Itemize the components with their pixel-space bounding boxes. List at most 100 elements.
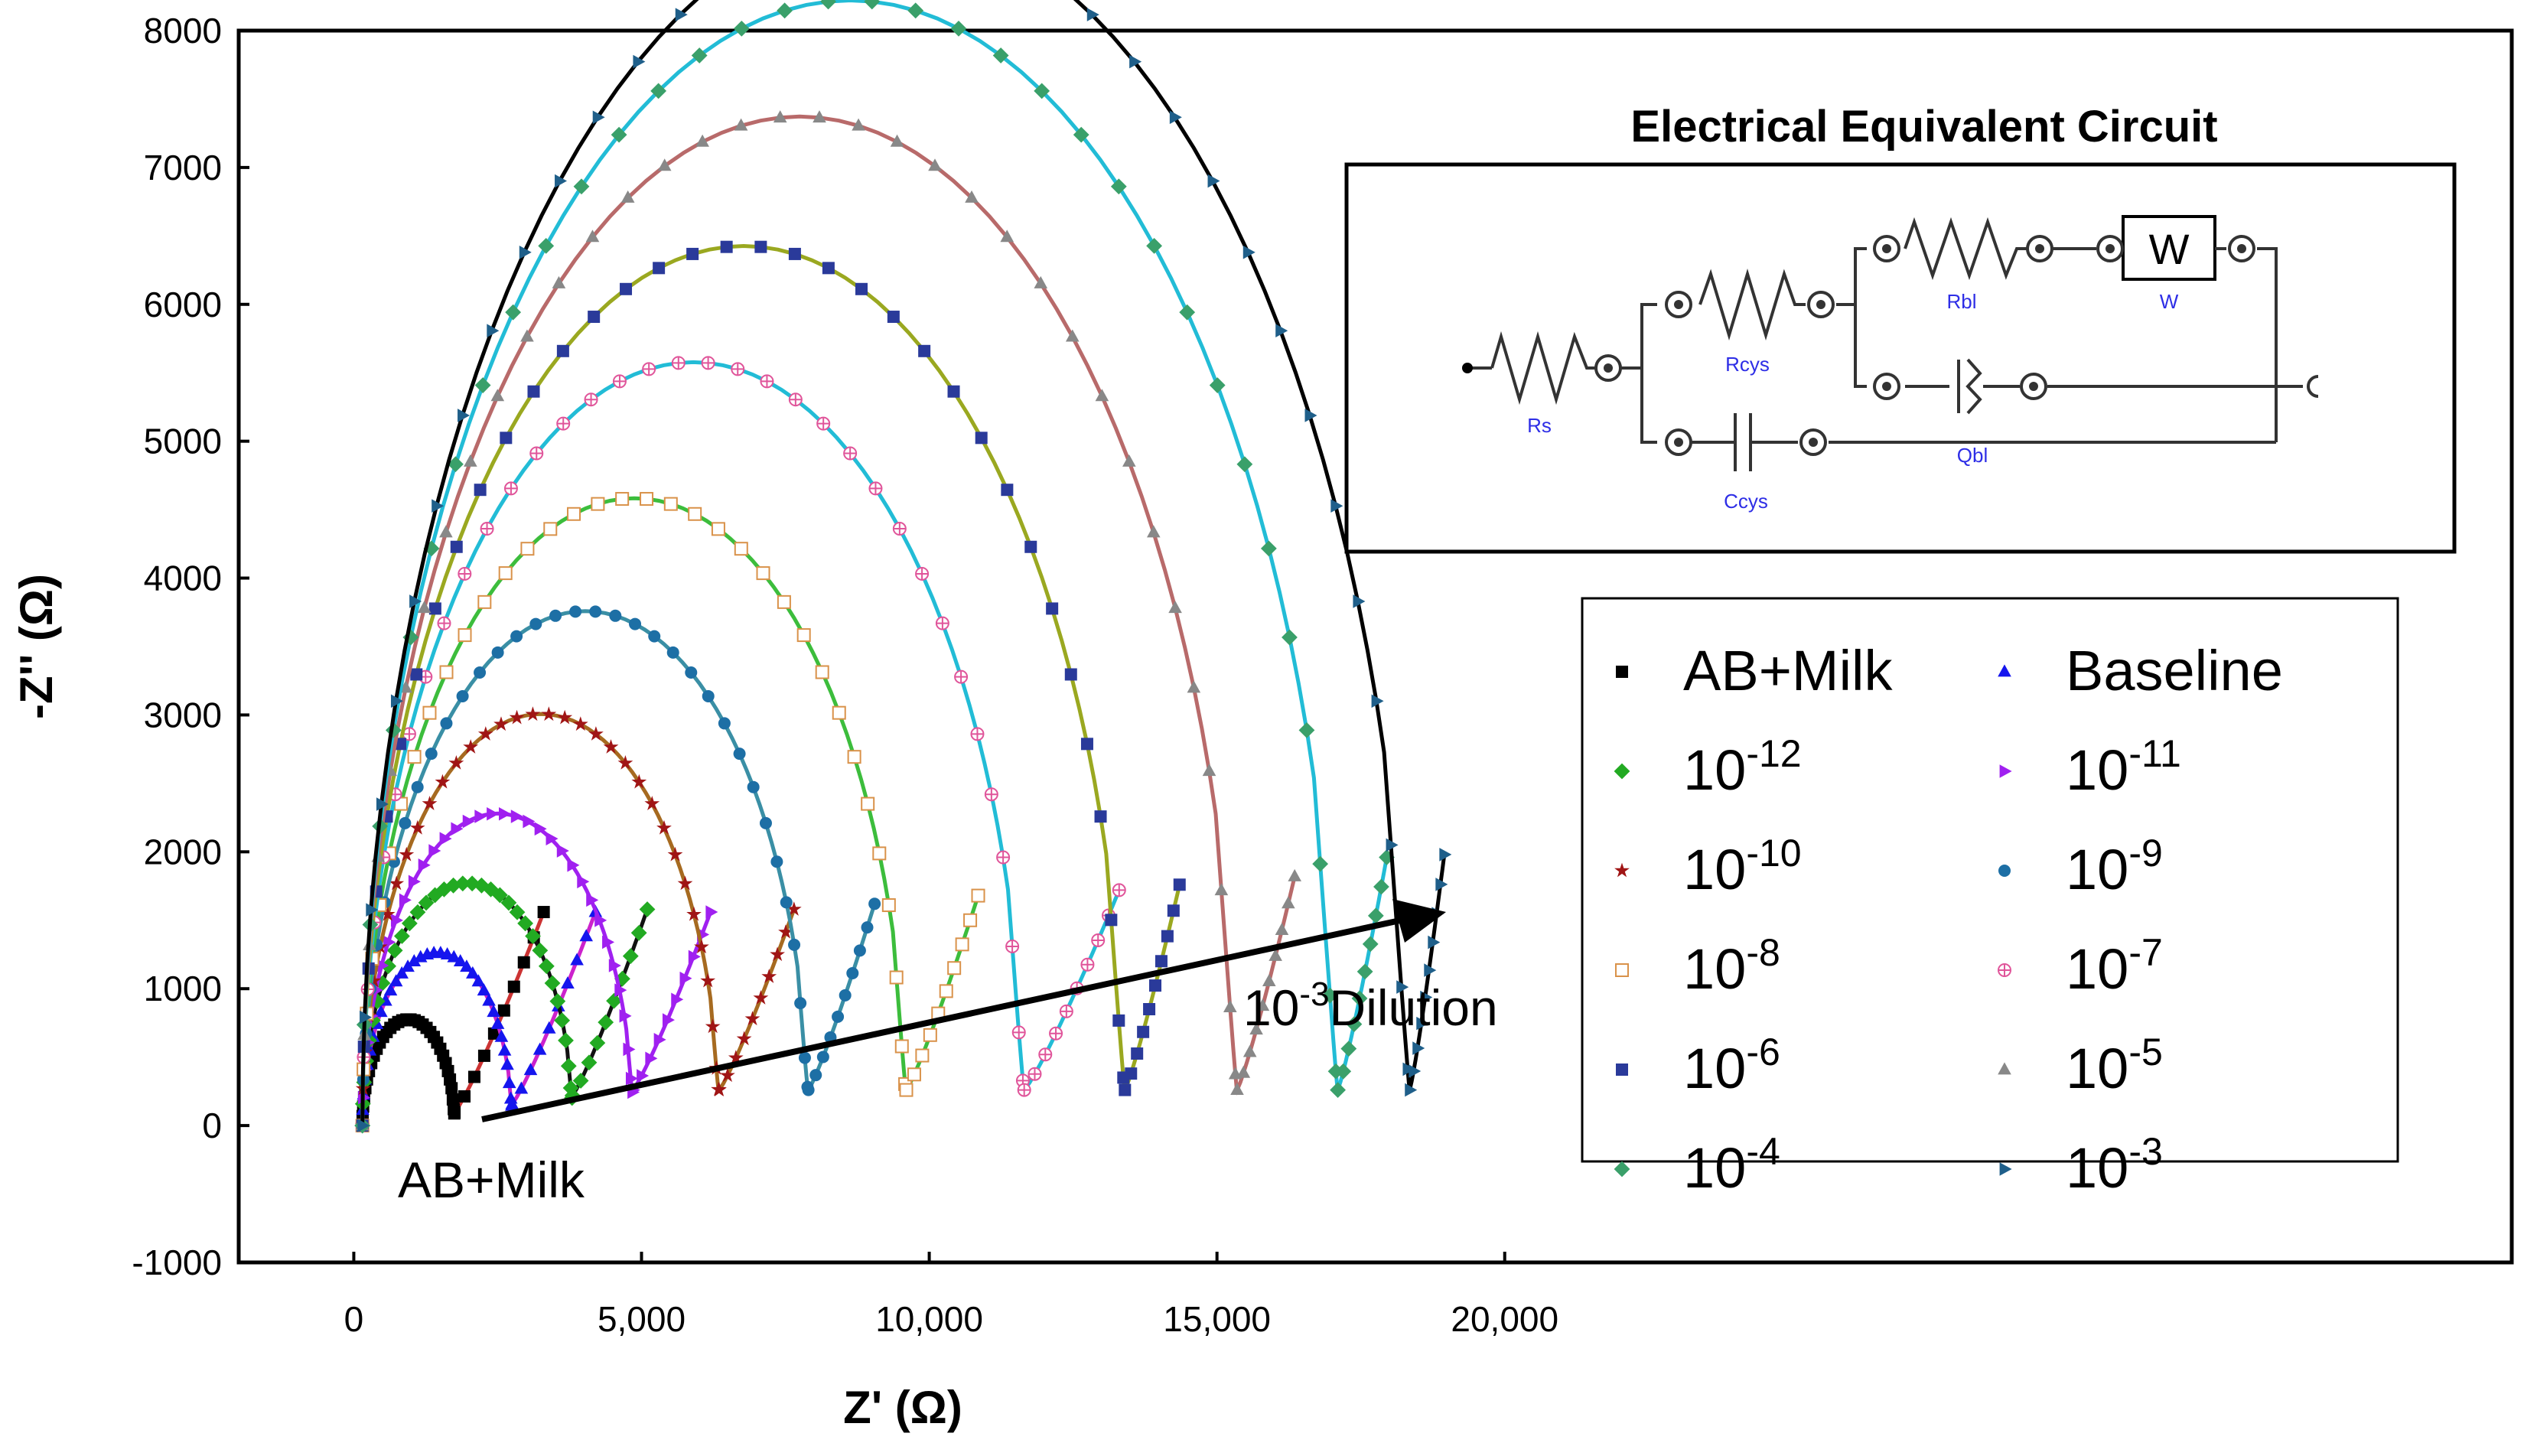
data-point (788, 247, 801, 260)
legend-label: 10-4 (1683, 1130, 1780, 1200)
data-point (1094, 810, 1107, 823)
data-point (1080, 957, 1095, 972)
data-point (1242, 245, 1255, 259)
data-point (609, 609, 622, 622)
data-point (456, 689, 469, 702)
y-tick-label: 2000 (144, 832, 222, 871)
legend-label-base: AB+Milk (1683, 639, 1893, 702)
data-point (861, 796, 875, 811)
data-point (505, 1096, 519, 1109)
data-point (509, 709, 525, 725)
data-point (482, 993, 496, 1006)
circuit-wires (1469, 215, 2319, 471)
data-point (1173, 878, 1186, 891)
data-point (1119, 1083, 1132, 1096)
series-Baseline (355, 904, 603, 1131)
data-point (1073, 126, 1089, 143)
data-point (705, 905, 718, 919)
legend-label: 10-10 (1683, 832, 1802, 901)
data-point (915, 1048, 930, 1063)
legend-label-exp: -5 (2128, 1031, 2162, 1073)
data-point (567, 507, 581, 521)
data-point (1373, 878, 1389, 895)
arrow-label-exp: -3 (1299, 976, 1329, 1013)
legend-entry: 10-3 (1999, 1130, 2163, 1200)
data-point (1034, 83, 1050, 99)
data-point (813, 110, 826, 123)
data-point (453, 953, 467, 966)
data-point (619, 1009, 632, 1023)
data-point (445, 1082, 458, 1095)
data-point (950, 20, 967, 37)
data-point (1615, 963, 1629, 977)
data-point (498, 566, 513, 581)
arrow-label-base: 10 (1243, 979, 1299, 1036)
y-axis-ticks: -1000 0 1000 2000 3000 4000 5000 6000 7000 8000 (132, 11, 249, 1282)
data-point (487, 1027, 500, 1040)
data-point (923, 1028, 937, 1042)
dilution-arrow-line (481, 917, 1401, 1122)
data-point (653, 262, 666, 275)
series-10-8 (355, 492, 985, 1133)
data-point (366, 972, 382, 988)
data-point (497, 1043, 512, 1056)
data-point (686, 906, 702, 921)
arrow-label: 10-3Dilution (1243, 976, 1498, 1036)
data-point (832, 1010, 845, 1023)
data-point (1095, 389, 1109, 402)
data-point (439, 665, 454, 679)
data-point (417, 601, 432, 614)
data-point (815, 665, 829, 679)
data-point (1169, 110, 1182, 125)
data-point (408, 875, 421, 889)
circuit-title: Electrical Equivalent Circuit (1630, 102, 2217, 151)
data-point (556, 844, 569, 858)
data-point (541, 706, 557, 721)
data-point (1439, 848, 1452, 862)
data-point (1028, 1067, 1042, 1081)
data-point (1353, 594, 1366, 608)
data-point (422, 796, 438, 810)
data-point (1167, 904, 1180, 917)
series-10-3 (357, 0, 1452, 1132)
data-point (1356, 963, 1373, 980)
output-terminal (2307, 375, 2319, 398)
data-point (1038, 1047, 1053, 1062)
data-point (736, 1031, 752, 1046)
data-point (1616, 666, 1628, 678)
input-terminal (1462, 363, 1473, 373)
data-point (770, 946, 785, 962)
data-point (1614, 1161, 1630, 1178)
data-point (439, 832, 452, 845)
data-point (894, 1039, 909, 1054)
data-point (503, 1091, 518, 1104)
data-point (1379, 849, 1395, 865)
data-point (519, 245, 532, 259)
data-point (435, 774, 451, 789)
data-point (538, 237, 555, 254)
legend-label-base: 10 (1683, 838, 1746, 901)
data-point (498, 806, 511, 821)
data-point (542, 1021, 556, 1034)
legend-label: 10-7 (2066, 931, 2163, 1001)
data-point (1046, 602, 1059, 615)
data-point (1249, 1022, 1263, 1035)
rs-resistor (1490, 331, 1595, 406)
data-point (1262, 974, 1276, 987)
data-point (1149, 979, 1162, 992)
data-point (773, 110, 787, 123)
data-point (1998, 865, 2011, 877)
data-point (939, 984, 953, 998)
data-point (386, 942, 403, 959)
data-point (1155, 955, 1168, 968)
data-point (407, 750, 422, 764)
data-point (560, 1057, 577, 1074)
data-point (523, 814, 536, 829)
data-point (555, 174, 568, 188)
data-point (466, 966, 480, 979)
data-point (1386, 838, 1399, 852)
data-point (1330, 499, 1343, 513)
data-point (947, 961, 962, 976)
data-point (620, 190, 635, 203)
data-point (620, 282, 633, 295)
